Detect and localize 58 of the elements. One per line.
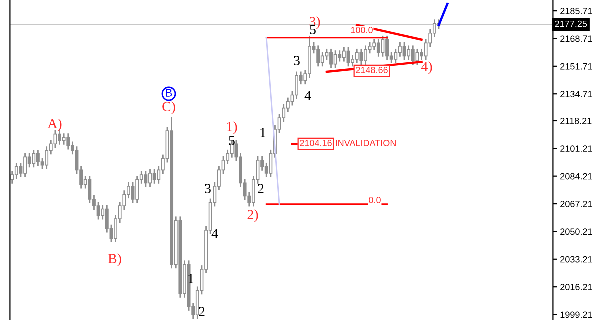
candlestick: [66, 134, 70, 150]
candlestick: [144, 171, 148, 188]
y-tick-label: 2067.21: [560, 201, 592, 208]
annotation: A): [48, 118, 62, 132]
candlestick: [394, 48, 398, 64]
annotation: C): [162, 102, 176, 114]
candlestick: [320, 52, 324, 67]
y-tick-label: 2101.21: [560, 146, 592, 152]
candlestick: [316, 46, 320, 67]
candlestick: [376, 39, 380, 57]
y-tick-label: 1999.21: [560, 312, 592, 318]
annotation: 4: [304, 91, 312, 100]
candlestick: [32, 150, 36, 168]
candlestick: [416, 48, 420, 66]
annotation: 4: [212, 229, 218, 238]
candlestick: [372, 39, 376, 50]
annotation: 0.0: [369, 197, 381, 204]
candlestick: [62, 134, 66, 145]
y-tick-label: 2134.71: [560, 91, 592, 98]
y-tick-label: 2118.21: [560, 118, 592, 124]
candlestick: [14, 162, 18, 180]
candlestick: [407, 46, 411, 60]
y-tick-label: 2185.71: [560, 8, 592, 14]
annotation: 2104.16: [300, 140, 332, 146]
annotation: 4): [421, 62, 432, 74]
y-tick-label: 2016.21: [560, 284, 592, 290]
y-tick-label: 2033.21: [560, 256, 592, 263]
candlestick: [334, 50, 338, 68]
annotation: B: [166, 89, 172, 97]
y-tick-label: 2050.21: [560, 228, 592, 236]
annotation: 3: [294, 56, 300, 66]
ref-line-label: 2177.25: [555, 20, 588, 28]
y-tick-label: 2168.71: [560, 36, 592, 42]
annotation: 1): [227, 122, 238, 134]
candlestick: [88, 176, 92, 204]
candlestick: [45, 146, 49, 170]
annotation: 2: [199, 307, 205, 316]
annotation: 2): [248, 210, 258, 222]
candlestick: [381, 36, 385, 57]
annotation: 1: [260, 128, 266, 138]
annotation: 1: [188, 274, 194, 284]
candlestick: [411, 46, 415, 66]
candlestick: [96, 202, 100, 220]
candlestick: [131, 182, 135, 204]
candlestick: [152, 169, 156, 184]
annotation: 3: [205, 184, 211, 194]
y-tick-label: 2084.21: [560, 173, 592, 180]
candlestick: [342, 47, 346, 62]
y-tick-label: 2151.71: [560, 63, 592, 70]
annotation: INVALIDATION: [336, 140, 396, 146]
annotation: B): [108, 254, 122, 266]
annotation: 100.0: [351, 27, 373, 34]
annotation: 5: [229, 136, 235, 146]
annotation: 2: [258, 184, 264, 194]
candlestick: [360, 48, 364, 66]
annotation: 2148.66: [356, 67, 388, 74]
candlestick: [338, 50, 342, 62]
candlestick: [136, 176, 140, 204]
